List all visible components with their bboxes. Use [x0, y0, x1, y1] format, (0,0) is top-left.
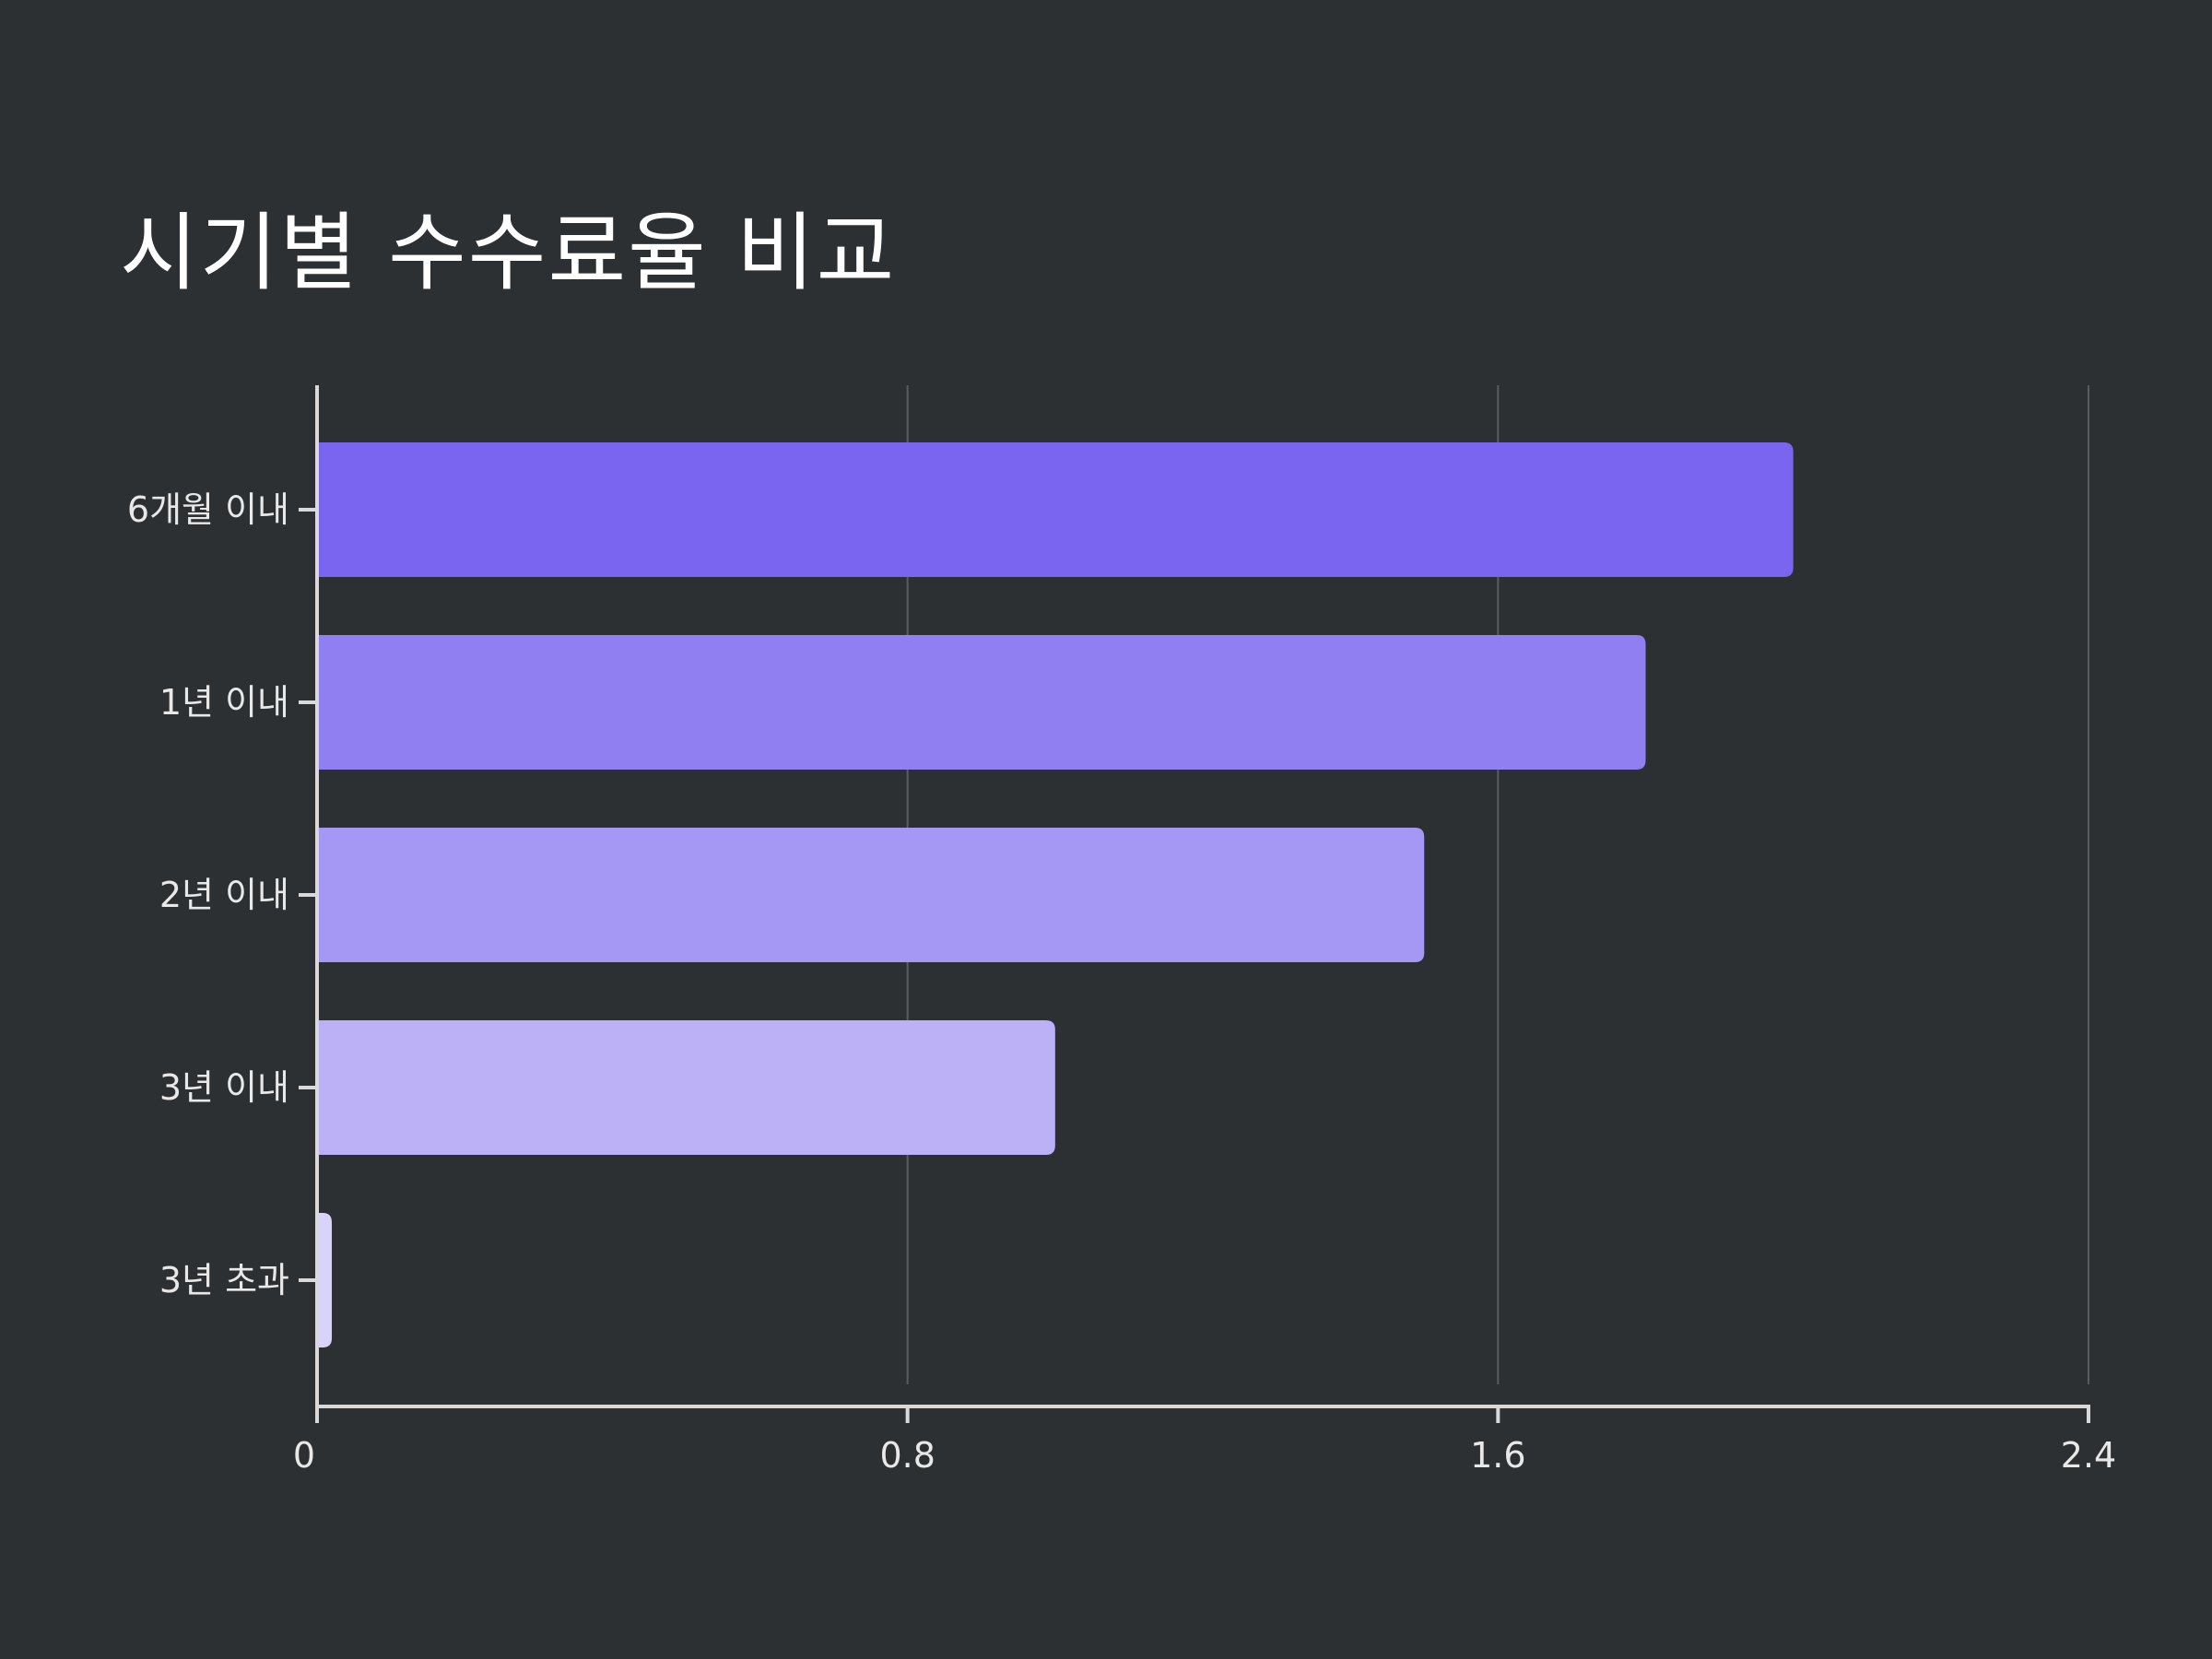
- x-tick-label: 0.8: [879, 1435, 935, 1476]
- bars: [317, 442, 1794, 1347]
- y-tick-label: 2년 이내: [159, 875, 289, 915]
- y-tick-label: 3년 초과: [159, 1260, 289, 1300]
- chart-title: 시기별 수수료율 비교: [120, 204, 897, 302]
- y-tick-label: 6개월 이내: [127, 489, 289, 530]
- bar: [317, 1020, 1055, 1155]
- bar: [317, 828, 1425, 962]
- axes: 6개월 이내 1년 이내 2년 이내 3년 이내 3년 초과 0 0.8 1.6 2.4: [127, 385, 2116, 1476]
- x-tick-label: 1.6: [1470, 1435, 1525, 1476]
- y-tick-label: 3년 이내: [159, 1067, 289, 1108]
- x-tick-label: 0: [293, 1435, 315, 1476]
- x-tick-label: 2.4: [2061, 1435, 2116, 1476]
- bar: [317, 635, 1646, 770]
- y-tick-label: 1년 이내: [159, 682, 289, 723]
- bar: [317, 442, 1794, 577]
- bar: [317, 1213, 333, 1347]
